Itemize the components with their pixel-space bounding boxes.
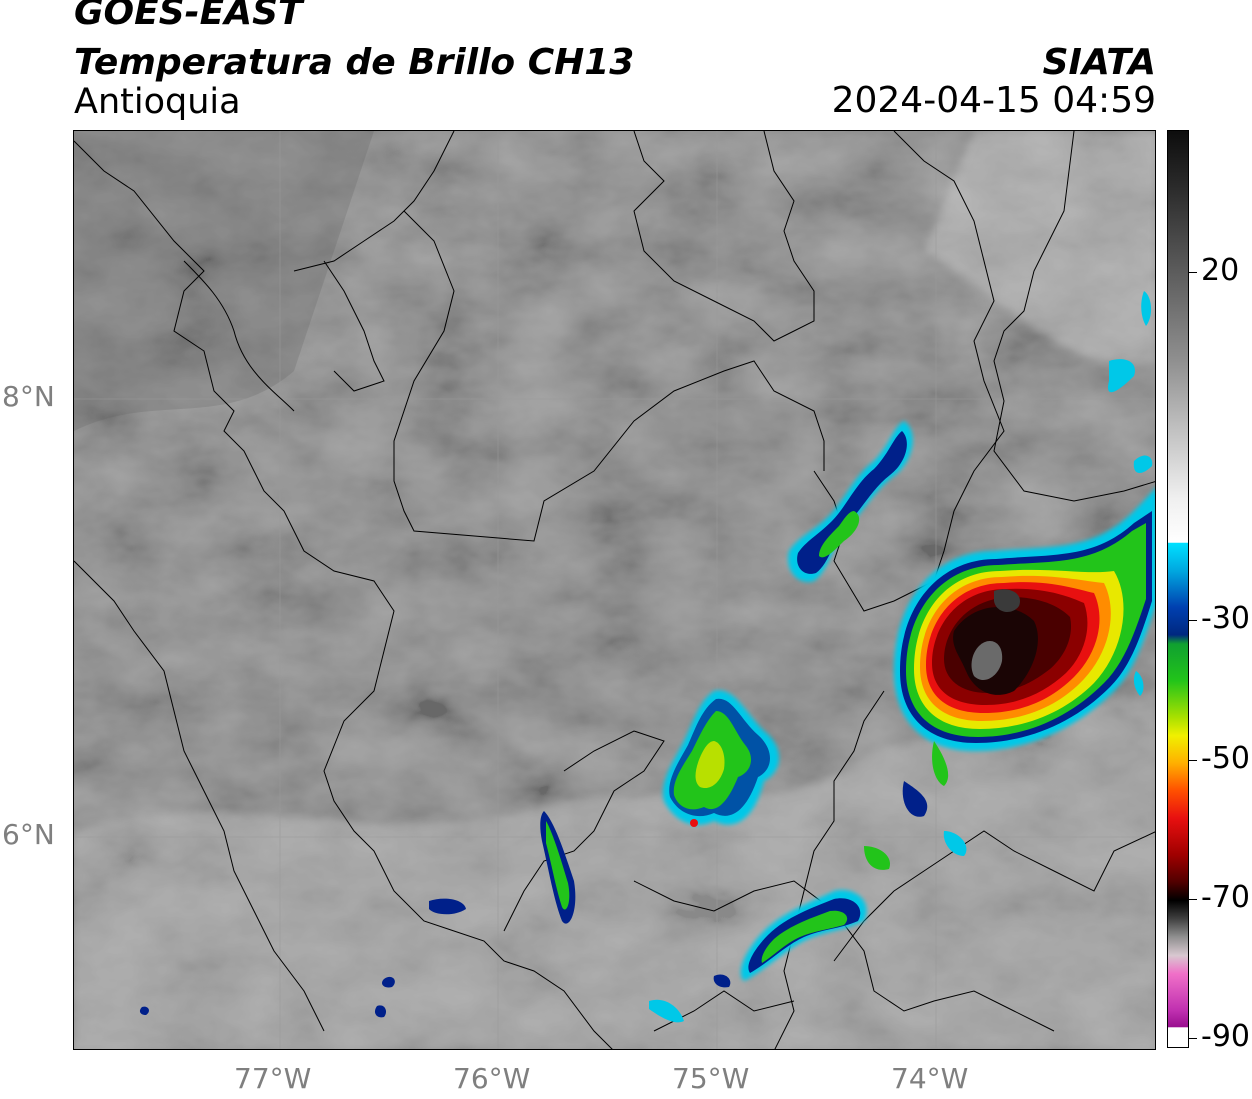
colorbar bbox=[1167, 130, 1189, 1048]
colorbar-label-minus30: -30 bbox=[1201, 601, 1250, 636]
colorbar-tick-20 bbox=[1189, 272, 1197, 273]
lat-label-8n: 8°N bbox=[2, 380, 55, 413]
map-canvas bbox=[74, 131, 1155, 1049]
title-satellite: GOES-EAST bbox=[74, 0, 303, 33]
lon-label-76w: 76°W bbox=[453, 1062, 531, 1095]
satellite-map[interactable] bbox=[73, 130, 1156, 1050]
timestamp: 2024-04-15 04:59 bbox=[831, 80, 1156, 121]
boundaries bbox=[74, 131, 1155, 1049]
lon-label-75w: 75°W bbox=[672, 1062, 750, 1095]
title-product: Temperatura de Brillo CH13 bbox=[74, 42, 635, 83]
graticule bbox=[74, 131, 1155, 1049]
title-region: Antioquia bbox=[74, 82, 241, 122]
colorbar-label-minus70: -70 bbox=[1201, 880, 1250, 915]
convective-cells bbox=[139, 291, 1155, 1023]
colorbar-tick-minus70 bbox=[1189, 899, 1197, 900]
storm-cell-center bbox=[663, 690, 779, 827]
colorbar-label-20: 20 bbox=[1201, 253, 1240, 288]
lon-label-74w: 74°W bbox=[891, 1062, 969, 1095]
storm-band-north bbox=[788, 421, 913, 582]
org-label: SIATA bbox=[1042, 42, 1156, 83]
storm-band-south bbox=[740, 890, 867, 981]
colorbar-label-minus50: -50 bbox=[1201, 741, 1250, 776]
colorbar-tick-minus90 bbox=[1189, 1038, 1197, 1039]
storm-system-east bbox=[894, 488, 1155, 786]
colorbar-label-minus90: -90 bbox=[1201, 1019, 1250, 1054]
colorbar-tick-minus50 bbox=[1189, 760, 1197, 761]
lon-label-77w: 77°W bbox=[234, 1062, 312, 1095]
colorbar-tick-minus30 bbox=[1189, 620, 1197, 621]
lat-label-6n: 6°N bbox=[2, 818, 55, 851]
colorbar-gradient bbox=[1168, 131, 1188, 1047]
